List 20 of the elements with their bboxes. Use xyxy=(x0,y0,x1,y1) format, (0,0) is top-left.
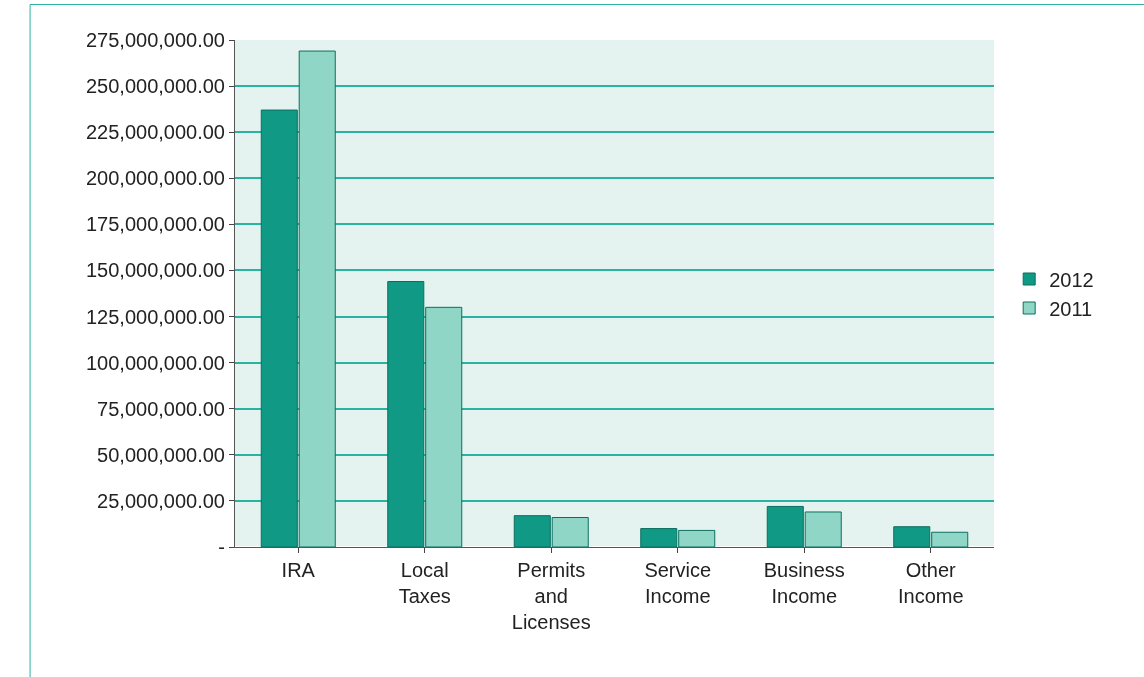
x-tick-label: Service Income xyxy=(644,559,712,607)
y-tick-label: 225,000,000.00 xyxy=(85,121,225,144)
y-tick-label: 50,000,000.00 xyxy=(97,443,225,466)
x-tick-label: Local Taxes xyxy=(398,559,451,607)
legend-label: 2012 xyxy=(1049,268,1094,291)
y-tick-label: 275,000,000.00 xyxy=(85,29,225,51)
y-tick-label: - xyxy=(218,536,225,558)
y-tick-label: 175,000,000.00 xyxy=(85,213,225,236)
x-tick-label: Permits and Licenses xyxy=(511,559,591,633)
x-tick-label: Other Income xyxy=(897,559,964,607)
legend-label: 2011 xyxy=(1049,297,1093,320)
y-tick-label: 150,000,000.00 xyxy=(85,259,225,282)
y-tick-label: 75,000,000.00 xyxy=(97,397,225,420)
y-tick-label: 25,000,000.00 xyxy=(97,489,225,512)
y-tick-label: 200,000,000.00 xyxy=(85,167,225,190)
y-tick-label: 250,000,000.00 xyxy=(85,75,225,98)
x-tick-label: IRA xyxy=(281,559,316,581)
y-tick-label: 125,000,000.00 xyxy=(85,305,225,328)
x-tick-label: Business Income xyxy=(763,559,845,607)
y-tick-label: 100,000,000.00 xyxy=(85,351,225,374)
